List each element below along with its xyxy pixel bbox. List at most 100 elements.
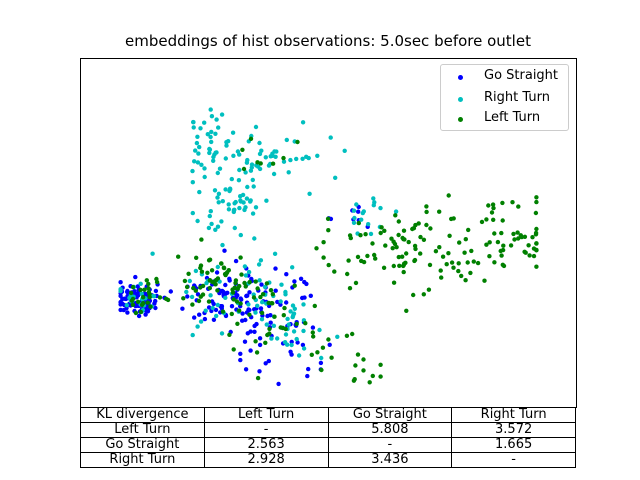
point-left-turn — [142, 287, 147, 292]
point-right-turn — [190, 180, 195, 185]
point-go-straight — [284, 300, 289, 305]
point-right-turn — [208, 293, 213, 298]
point-right-turn — [250, 177, 255, 183]
point-right-turn — [285, 316, 290, 322]
point-right-turn — [245, 184, 250, 190]
point-right-turn — [288, 309, 293, 314]
chart-title: embeddings of hist observations: 5.0sec … — [125, 32, 531, 50]
point-left-turn — [154, 276, 159, 282]
point-left-turn — [258, 161, 263, 166]
point-right-turn — [352, 215, 357, 221]
point-left-turn — [260, 292, 266, 297]
point-left-turn — [522, 249, 527, 254]
point-go-straight — [306, 366, 311, 372]
table-cell: 2.563 — [203, 437, 329, 453]
point-go-straight — [273, 266, 278, 271]
point-left-turn — [390, 246, 395, 251]
point-left-turn — [418, 234, 423, 240]
point-left-turn — [370, 241, 375, 246]
point-left-turn — [534, 264, 539, 269]
point-go-straight — [238, 351, 243, 356]
point-left-turn — [138, 287, 143, 293]
point-right-turn — [253, 310, 258, 315]
point-right-turn — [266, 163, 272, 168]
point-left-turn — [207, 257, 213, 262]
point-right-turn — [224, 143, 229, 148]
point-go-straight — [300, 342, 306, 348]
point-right-turn — [257, 278, 262, 283]
point-go-straight — [223, 282, 228, 288]
point-left-turn — [465, 260, 470, 265]
point-right-turn — [223, 295, 228, 300]
point-right-turn — [190, 168, 195, 174]
legend-label-go-straight: Go Straight — [484, 68, 559, 83]
point-right-turn — [251, 184, 256, 189]
point-left-turn — [210, 279, 215, 285]
point-left-turn — [230, 290, 236, 295]
point-right-turn — [237, 152, 242, 157]
point-right-turn — [118, 287, 123, 292]
point-left-turn — [264, 281, 270, 286]
point-go-straight — [125, 310, 130, 315]
point-right-turn — [279, 282, 284, 287]
point-left-turn — [382, 228, 387, 233]
point-left-turn — [267, 326, 272, 332]
point-right-turn — [300, 120, 306, 125]
point-left-turn — [534, 247, 539, 253]
point-left-turn — [491, 217, 496, 222]
point-go-straight — [327, 342, 332, 347]
point-left-turn — [427, 262, 433, 268]
point-right-turn — [359, 217, 364, 222]
point-left-turn — [457, 240, 462, 245]
point-left-turn — [176, 254, 181, 259]
point-right-turn — [219, 219, 224, 224]
point-left-turn — [238, 301, 243, 306]
point-left-turn — [241, 166, 247, 172]
point-go-straight — [268, 320, 273, 325]
point-go-straight — [302, 295, 307, 300]
point-go-straight — [235, 293, 240, 298]
point-right-turn — [256, 262, 262, 267]
point-left-turn — [140, 295, 146, 300]
point-go-straight — [288, 349, 293, 354]
point-go-straight — [222, 248, 227, 253]
point-go-straight — [206, 305, 212, 310]
point-left-turn — [393, 213, 398, 218]
point-left-turn — [144, 278, 149, 283]
point-left-turn — [255, 375, 261, 381]
point-left-turn — [424, 204, 429, 209]
point-right-turn — [264, 198, 269, 203]
table-header-cell: Go Straight — [327, 407, 453, 423]
point-right-turn — [189, 294, 195, 300]
point-right-turn — [226, 207, 232, 212]
point-left-turn — [530, 235, 535, 240]
point-right-turn — [194, 140, 200, 146]
point-right-turn — [272, 251, 278, 256]
point-right-turn — [243, 205, 248, 210]
point-go-straight — [153, 298, 158, 304]
point-left-turn — [255, 286, 260, 291]
point-go-straight — [308, 293, 313, 298]
point-left-turn — [238, 255, 243, 260]
point-left-turn — [411, 292, 416, 298]
point-left-turn — [433, 249, 439, 254]
point-left-turn — [438, 268, 443, 273]
point-left-turn — [469, 248, 474, 254]
point-right-turn — [249, 162, 255, 167]
point-left-turn — [295, 139, 300, 145]
point-right-turn — [283, 292, 288, 297]
point-go-straight — [292, 279, 297, 284]
point-right-turn — [236, 178, 242, 183]
point-left-turn — [321, 240, 326, 245]
point-left-turn — [355, 254, 361, 260]
point-go-straight — [298, 276, 304, 281]
point-left-turn — [344, 333, 350, 338]
table-header-row: KL divergence Left Turn Go Straight Righ… — [80, 407, 576, 423]
point-right-turn — [252, 236, 257, 241]
point-right-turn — [296, 353, 302, 358]
point-go-straight — [242, 339, 248, 344]
point-right-turn — [257, 166, 263, 172]
point-right-turn — [214, 150, 219, 155]
point-left-turn — [534, 226, 539, 232]
point-left-turn — [347, 286, 353, 291]
